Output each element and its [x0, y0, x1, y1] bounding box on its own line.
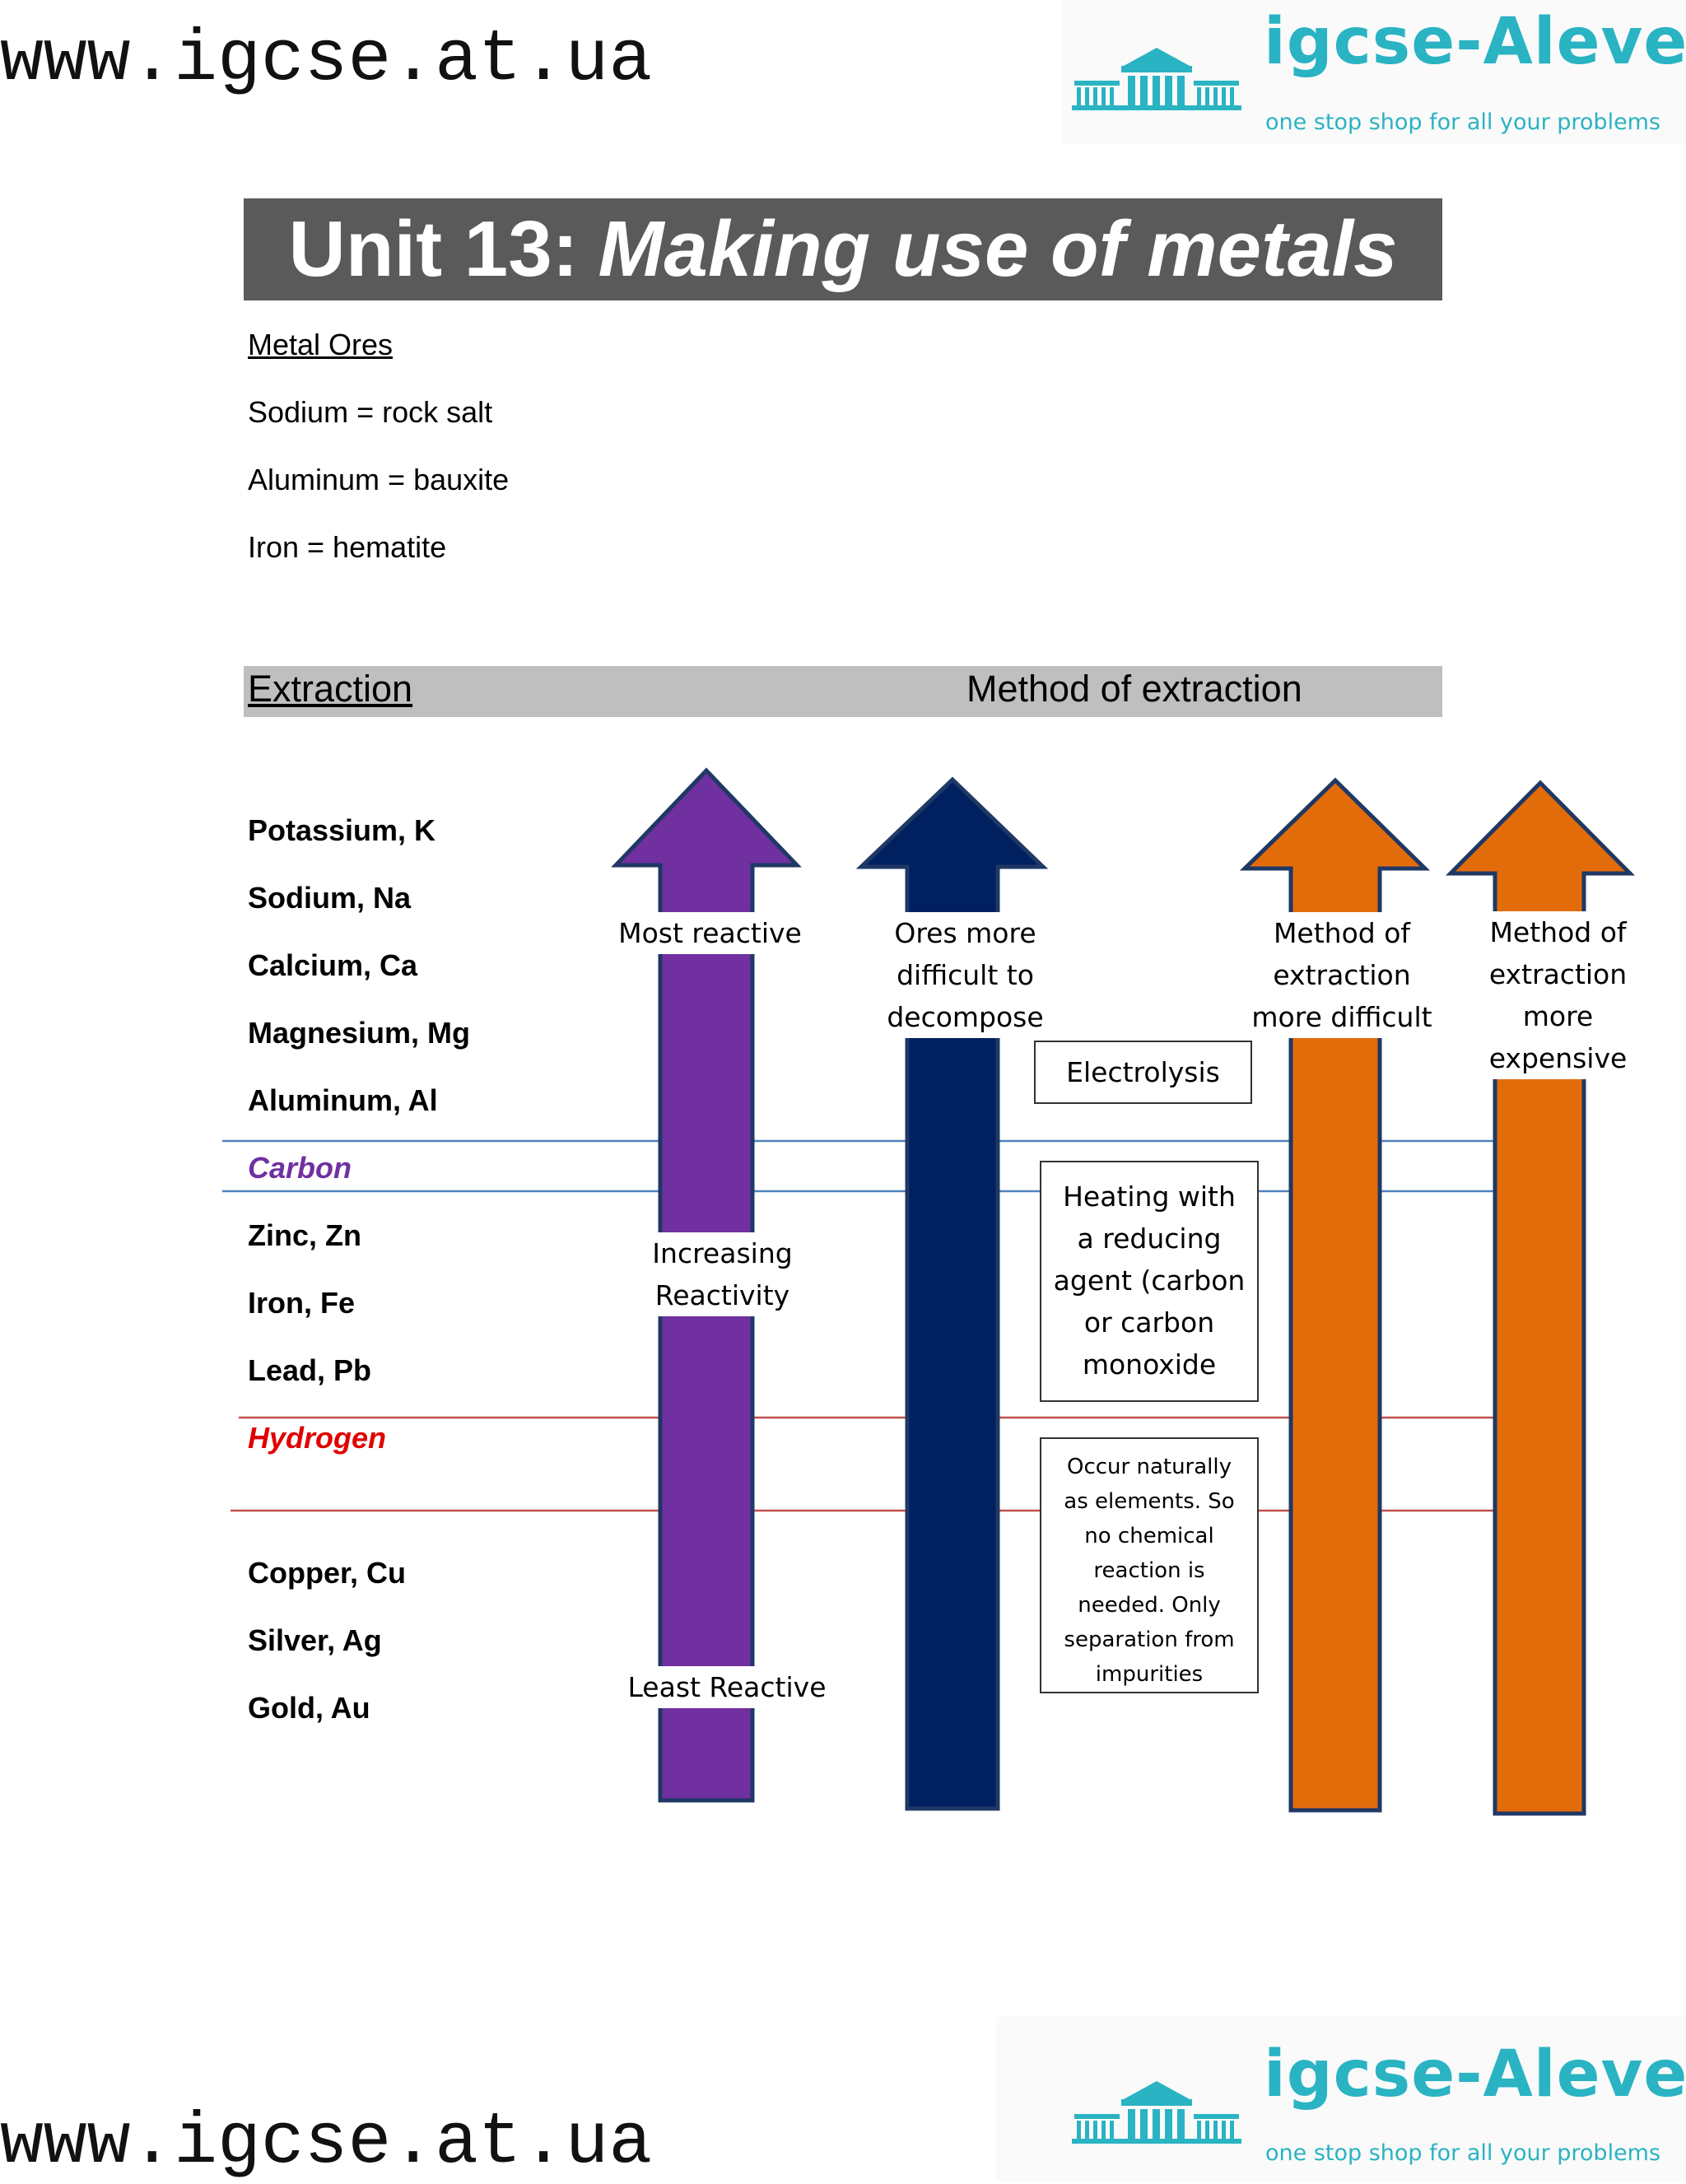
ore-item: Iron = hematite — [248, 530, 447, 564]
reduction-box: Heating with a reducing agent (carbon or… — [1040, 1161, 1259, 1402]
brand-name: igcse-Alevel — [1264, 5, 1686, 79]
decompose-label: Ores more difficult to decompose — [873, 912, 1058, 1038]
electrolysis-box: Electrolysis — [1034, 1041, 1252, 1104]
box-line: monoxide — [1082, 1348, 1217, 1381]
box-line: a reducing — [1077, 1222, 1222, 1255]
box-line: Occur naturally — [1066, 1455, 1232, 1479]
ores-heading: Metal Ores — [248, 328, 394, 361]
title-main: Making use of metals — [598, 205, 1398, 293]
label-line: decompose — [887, 1001, 1044, 1033]
label-line: extraction — [1273, 959, 1411, 991]
label-line: more — [1522, 1000, 1594, 1032]
ore-item: Aluminum = bauxite — [248, 463, 510, 496]
site-url[interactable]: www.igcse.at.ua — [0, 20, 653, 101]
increasing-reactivity-label: Increasing Reactivity — [642, 1232, 803, 1316]
metal-zinc: Zinc, Zn — [248, 1218, 361, 1252]
metal-gold: Gold, Au — [248, 1691, 370, 1725]
box-line: impurities — [1095, 1662, 1204, 1687]
metal-sodium: Sodium, Na — [248, 881, 412, 915]
footer-brand-name: igcse-Alevel — [1264, 2037, 1686, 2112]
box-line: needed. Only — [1078, 1593, 1221, 1618]
metal-copper: Copper, Cu — [248, 1556, 407, 1590]
metal-magnesium: Magnesium, Mg — [248, 1016, 471, 1050]
metal-potassium: Potassium, K — [248, 813, 436, 847]
brand-tagline: one stop shop for all your problems — [1265, 109, 1661, 135]
box-line: as elements. So — [1064, 1489, 1235, 1514]
extraction-header-bar — [244, 666, 1442, 717]
extraction-heading: Extraction — [248, 668, 413, 710]
box-line: no chemical — [1084, 1524, 1214, 1548]
metal-calcium: Calcium, Ca — [248, 948, 418, 982]
box-line: or carbon — [1083, 1306, 1215, 1339]
metal-iron: Iron, Fe — [248, 1286, 356, 1320]
label-line: extraction — [1488, 958, 1628, 990]
footer-brand-logo: igcse-Alevel one stop shop for all your … — [996, 2017, 1686, 2182]
footer-site-url[interactable]: www.igcse.at.ua — [0, 2103, 653, 2184]
metal-aluminum: Aluminum, Al — [248, 1083, 438, 1117]
label-line: more difficult — [1251, 1001, 1432, 1033]
building-icon — [1072, 48, 1241, 110]
difficulty-label: Method of extraction more difficult — [1239, 912, 1445, 1038]
building-icon — [1072, 2081, 1241, 2144]
box-line: agent (carbon — [1053, 1264, 1246, 1297]
box-line: Heating with — [1063, 1180, 1236, 1213]
label-line: Increasing — [652, 1237, 793, 1269]
title-prefix: Unit 13: — [288, 205, 579, 293]
page-title: Unit 13: Making use of metals — [244, 198, 1442, 300]
label-line: difficult to — [897, 959, 1034, 991]
box-line: reaction is — [1093, 1558, 1205, 1583]
ore-item: Sodium = rock salt — [248, 395, 493, 429]
footer-brand-tagline: one stop shop for all your problems — [1265, 2140, 1661, 2166]
label-line: Reactivity — [654, 1279, 790, 1311]
label-line: Ores more — [894, 917, 1036, 949]
method-heading: Method of extraction — [966, 668, 1302, 710]
brand-logo: igcse-Alevel one stop shop for all your … — [1062, 0, 1686, 144]
reference-carbon: Carbon — [248, 1151, 352, 1185]
most-reactive-label: Most reactive — [609, 912, 811, 954]
label-line: expensive — [1488, 1042, 1628, 1074]
reference-hydrogen: Hydrogen — [248, 1421, 387, 1455]
least-reactive-label: Least Reactive — [624, 1666, 830, 1708]
label-line: Method of — [1273, 917, 1411, 949]
expense-label: Method of extraction more expensive — [1457, 911, 1659, 1079]
metal-silver: Silver, Ag — [248, 1623, 382, 1657]
metal-lead: Lead, Pb — [248, 1353, 372, 1387]
native-elements-box: Occur naturally as elements. So no chemi… — [1040, 1437, 1259, 1693]
box-line: separation from — [1064, 1628, 1235, 1652]
difficulty-arrow — [1239, 777, 1431, 1813]
label-line: Method of — [1489, 916, 1627, 948]
